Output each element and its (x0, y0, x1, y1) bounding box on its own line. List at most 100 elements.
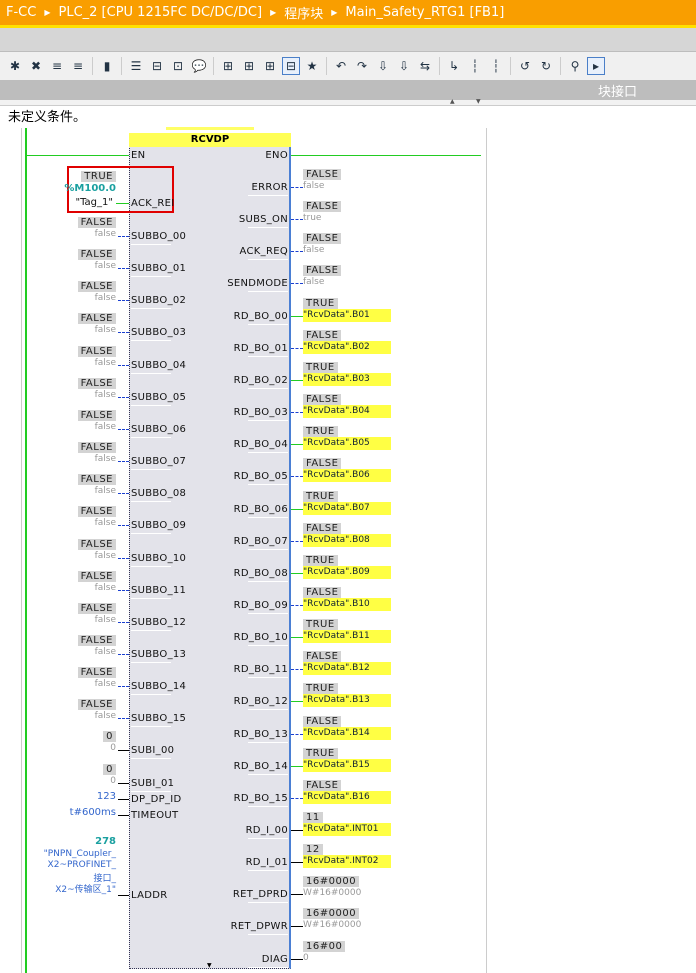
output-wire (291, 316, 303, 317)
output-operand[interactable]: "RcvData".B09 (303, 566, 391, 579)
pin-separator (131, 276, 171, 277)
block-interface-bar[interactable]: 块接口 (0, 80, 696, 100)
network-condition: 未定义条件。 (8, 110, 87, 125)
prev-download-icon[interactable]: ⇩ (377, 59, 389, 73)
input-parameter[interactable]: false (94, 293, 116, 303)
monitoring-on-icon[interactable]: ▸ (587, 57, 605, 75)
output-operand[interactable]: "RcvData".B14 (303, 727, 391, 740)
output-parameter[interactable]: W#16#0000 (303, 888, 362, 898)
open-branch-icon[interactable]: ⊟ (151, 59, 163, 73)
input-parameter[interactable]: false (94, 647, 116, 657)
tag-info-icon[interactable]: ⊞ (264, 59, 276, 73)
input-parameter[interactable]: false (94, 551, 116, 561)
operand-display-icon[interactable]: ⊞ (222, 59, 234, 73)
output-operand[interactable]: "RcvData".INT01 (303, 823, 391, 836)
output-operand[interactable]: "RcvData".B15 (303, 759, 391, 772)
breadcrumb-item[interactable]: F-CC (6, 5, 37, 20)
input-parameter[interactable]: false (94, 261, 116, 271)
output-operand[interactable]: "RcvData".B07 (303, 502, 391, 515)
jump-icon[interactable]: ▮ (103, 59, 111, 73)
output-operand[interactable]: "RcvData".B16 (303, 791, 391, 804)
laddr-parameter[interactable]: X2~传输区_1" (55, 885, 116, 895)
input-parameter[interactable]: false (94, 325, 116, 335)
breadcrumb-item[interactable]: Main_Safety_RTG1 [FB1] (345, 5, 505, 20)
input-parameter[interactable]: false (94, 358, 116, 368)
output-operand[interactable]: "RcvData".B03 (303, 373, 391, 386)
input-parameter[interactable]: false (94, 615, 116, 625)
output-live-value: TRUE (303, 748, 338, 759)
output-operand[interactable]: "RcvData".INT02 (303, 855, 391, 868)
favorites-icon[interactable]: ★ (306, 59, 318, 73)
go-to-icon[interactable]: ↳ (448, 59, 460, 73)
input-parameter[interactable]: false (94, 422, 116, 432)
output-operand[interactable]: "RcvData".B10 (303, 598, 391, 611)
input-parameter[interactable]: false (94, 454, 116, 464)
input-parameter[interactable]: 123 (96, 791, 116, 802)
output-parameter[interactable]: false (303, 181, 325, 191)
output-parameter[interactable]: false (303, 277, 325, 287)
breadcrumb-item[interactable]: PLC_2 [CPU 1215FC DC/DC/DC] (58, 5, 263, 20)
output-operand[interactable]: "RcvData".B01 (303, 309, 391, 322)
expand-icon[interactable]: ▼ (207, 962, 212, 969)
pin-separator (248, 677, 288, 678)
laddr-parameter[interactable]: "PNPN_Coupler_ (43, 849, 116, 859)
input-parameter[interactable]: false (94, 229, 116, 239)
arrow-down-icon[interactable]: ▼ (476, 98, 481, 105)
output-parameter[interactable]: 0 (303, 953, 309, 963)
next-bookmark-icon[interactable]: ┆ (492, 59, 500, 73)
output-operand[interactable]: "RcvData".B04 (303, 405, 391, 418)
output-parameter[interactable]: W#16#0000 (303, 920, 362, 930)
pin-diag: DIAG (261, 954, 288, 965)
laddr-parameter[interactable]: X2~PROFINET_ (47, 860, 116, 870)
output-operand[interactable]: "RcvData".B08 (303, 534, 391, 547)
output-operand[interactable]: "RcvData".B13 (303, 694, 391, 707)
input-parameter[interactable]: false (94, 583, 116, 593)
network-comments-icon[interactable]: ⊟ (282, 57, 300, 75)
bookmark-icon[interactable]: ┆ (471, 59, 479, 73)
pin-rd_i_00: RD_I_00 (245, 825, 288, 836)
pin-rd_bo_09: RD_BO_09 (233, 600, 288, 611)
input-parameter[interactable]: 0 (110, 776, 116, 786)
input-parameter[interactable]: false (94, 390, 116, 400)
input-parameter[interactable]: false (94, 518, 116, 528)
compare-icon[interactable]: ⇆ (419, 59, 431, 73)
pin-separator (248, 484, 288, 485)
symbol-display-icon[interactable]: ⊞ (243, 59, 255, 73)
network-border (486, 128, 487, 973)
ack-rei-tag[interactable]: "Tag_1" (75, 197, 114, 208)
output-operand[interactable]: "RcvData".B06 (303, 469, 391, 482)
network-list-icon[interactable]: ☰ (130, 59, 142, 73)
breadcrumb-item[interactable]: 程序块 (284, 7, 324, 22)
pin-separator (131, 340, 171, 341)
output-operand[interactable]: "RcvData".B12 (303, 662, 391, 675)
input-parameter[interactable]: 0 (110, 743, 116, 753)
output-operand[interactable]: "RcvData".B11 (303, 630, 391, 643)
output-operand[interactable]: "RcvData".B05 (303, 437, 391, 450)
laddr-parameter[interactable]: 接口_ (93, 874, 116, 884)
monitor-icon[interactable]: ⚲ (570, 59, 580, 73)
splitter[interactable]: ▲ ▼ (0, 98, 696, 106)
next-error-icon[interactable]: ↷ (356, 59, 368, 73)
download-icon[interactable]: ⇩ (398, 59, 410, 73)
output-parameter[interactable]: false (303, 245, 325, 255)
input-parameter[interactable]: false (94, 711, 116, 721)
previous-icon[interactable]: ↺ (519, 59, 531, 73)
add-row-icon[interactable]: ≡ (72, 59, 84, 73)
output-wire (291, 701, 303, 702)
input-live-value: FALSE (77, 699, 116, 710)
comment-icon[interactable]: 💬 (191, 59, 207, 73)
input-parameter[interactable]: false (94, 679, 116, 689)
first-error-icon[interactable]: ↶ (335, 59, 347, 73)
delete-network-icon[interactable]: ✖ (30, 59, 42, 73)
output-operand[interactable]: "RcvData".B02 (303, 341, 391, 354)
input-parameter[interactable]: t#600ms (69, 807, 116, 818)
close-branch-icon[interactable]: ⊡ (172, 59, 184, 73)
input-parameter[interactable]: false (94, 486, 116, 496)
next-icon[interactable]: ↻ (540, 59, 552, 73)
output-parameter[interactable]: true (303, 213, 322, 223)
insert-network-icon[interactable]: ✱ (9, 59, 21, 73)
insert-row-icon[interactable]: ≡ (51, 59, 63, 73)
pin-rd_bo_08: RD_BO_08 (233, 568, 288, 579)
rcvdp-block[interactable] (129, 133, 291, 969)
arrow-up-icon[interactable]: ▲ (450, 98, 455, 105)
